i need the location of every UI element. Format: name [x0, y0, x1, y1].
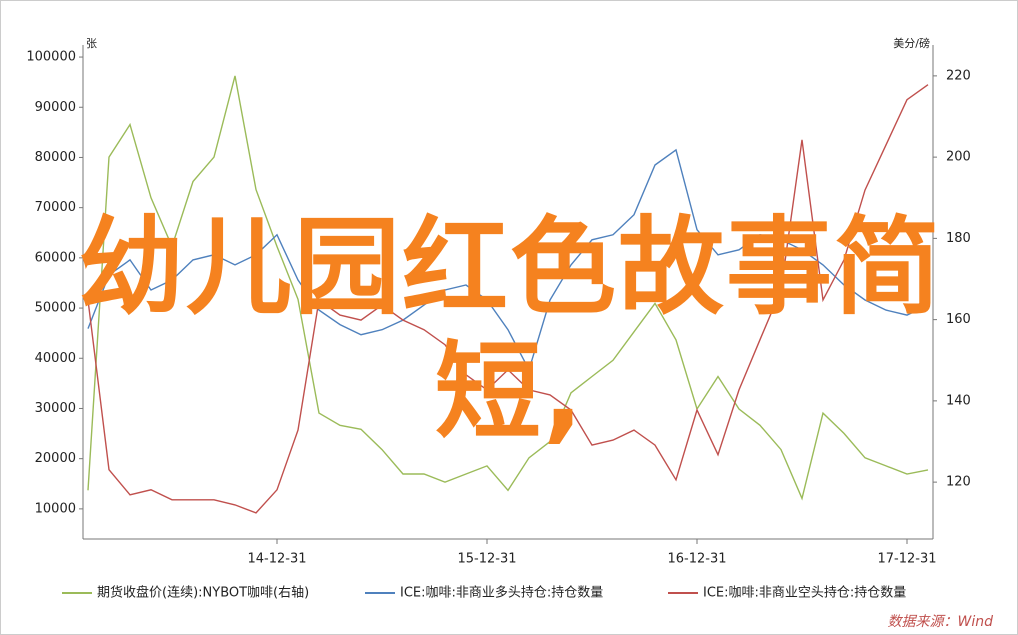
y2-tick-label: 140 [946, 393, 971, 408]
x-tick-label: 17-12-31 [877, 552, 936, 567]
y-tick-label: 30000 [35, 401, 76, 416]
x-tick-label: 16-12-31 [667, 552, 726, 567]
y-tick-label: 20000 [35, 451, 76, 466]
y-tick-label: 70000 [35, 200, 76, 215]
y-tick-label: 90000 [35, 100, 76, 115]
legend-label: 期货收盘价(连续):NYBOT咖啡(右轴) [97, 585, 309, 601]
y-tick-label: 50000 [35, 301, 76, 316]
legend-label: ICE:咖啡:非商业空头持仓:持仓数量 [703, 586, 906, 601]
series-line [87, 75, 929, 501]
series-line [87, 84, 929, 514]
y-tick-label: 100000 [26, 50, 76, 65]
y2-tick-label: 160 [946, 312, 971, 327]
x-tick-label: 15-12-31 [457, 552, 516, 567]
y2-tick-label: 220 [946, 68, 971, 83]
y-tick-label: 40000 [35, 351, 76, 366]
x-tick-label: 14-12-31 [247, 552, 306, 567]
y-tick-label: 10000 [35, 501, 76, 516]
y2-tick-label: 120 [946, 475, 971, 490]
source: 数据来源：Wind [888, 614, 994, 630]
y2-tick-label: 200 [946, 150, 971, 165]
y-tick-label: 80000 [35, 150, 76, 165]
legend-label: ICE:咖啡:非商业多头持仓:持仓数量 [400, 585, 603, 601]
y2-axis-label: 美分/磅 [893, 36, 930, 50]
y-axis-label: 张 [86, 37, 97, 50]
y2-tick-label: 180 [946, 231, 971, 246]
y-tick-label: 60000 [35, 250, 76, 265]
overlay-title: 幼儿园红色故事简短, [78, 206, 942, 454]
